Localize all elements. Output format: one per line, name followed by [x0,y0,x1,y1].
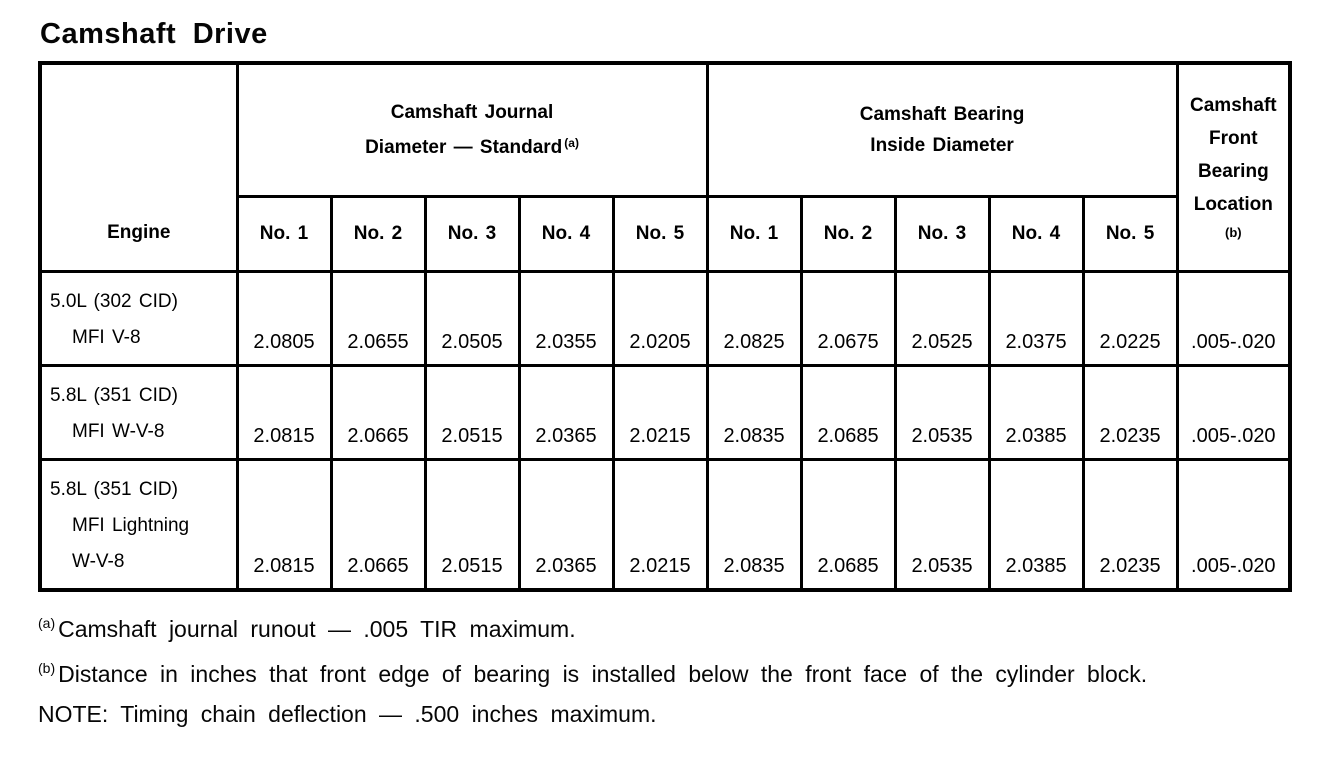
journal-value-cell: 2.0365 [517,457,615,591]
journal-value-cell: 2.0215 [611,363,709,461]
note-line: NOTE: Timing chain deflection — .500 inc… [38,700,657,727]
footnote-a: (a) Camshaft journal runout — .005 TIR ma… [38,604,1314,649]
front-bearing-header-line1: Camshaft [1190,95,1277,117]
footnote-b-ref: (b) [38,659,56,676]
journal-value-cell: 2.0655 [329,269,427,367]
front-bearing-header-line2: Front [1209,128,1258,150]
engine-name-line: MFI V-8 [72,326,141,348]
journal-value-cell: 2.0665 [329,363,427,461]
column-header-journal-no3: No. 3 [423,194,521,273]
footnote-ref-b-marker: (b) [1225,225,1242,241]
bearing-value-cell: 2.0685 [799,457,897,591]
column-header-engine: Engine [38,61,239,273]
group-header-bearing-inside-diameter: Camshaft Bearing Inside Diameter [705,61,1179,198]
bearing-value-cell: 2.0835 [705,457,803,591]
front-bearing-header-line4: Location [1193,194,1273,216]
bearing-value-cell: 2.0685 [799,363,897,461]
journal-value-cell: 2.0815 [235,457,333,591]
column-header-bearing-no1: No. 1 [705,194,803,273]
column-header-bearing-no3: No. 3 [893,194,991,273]
group-header-journal-line2-text: Diameter — Standard [365,136,563,158]
column-header-front-bearing-location: Camshaft Front Bearing Location (b) [1175,61,1292,273]
journal-value-cell: 2.0515 [423,363,521,461]
engine-name-cell: 5.8L (351 CID) MFI W-V-8 [38,363,239,461]
footnote-b: (b) Distance in inches that front edge of… [38,649,1314,694]
table-row-5-0l-302: 5.0L (302 CID) MFI V-8 2.0805 2.0655 2.0… [38,269,1292,367]
group-header-journal-diameter: Camshaft Journal Diameter — Standard (a) [235,61,709,198]
engine-name-cell: 5.0L (302 CID) MFI V-8 [38,269,239,367]
engine-name-cell: 5.8L (351 CID) MFI Lightning W-V-8 [38,457,239,591]
table-header-group-row: Engine Camshaft Journal Diameter — Stand… [38,61,1292,273]
engine-name-line: 5.8L (351 CID) [50,384,178,406]
journal-value-cell: 2.0355 [517,269,615,367]
camshaft-drive-table: Engine Camshaft Journal Diameter — Stand… [38,61,1293,592]
bearing-value-cell: 2.0535 [893,363,991,461]
footnote-b-text: Distance in inches that front edge of be… [58,660,1148,687]
column-header-journal-no4: No. 4 [517,194,615,273]
table-row-5-8l-351: 5.8L (351 CID) MFI W-V-8 2.0815 2.0665 2… [38,363,1292,461]
engine-name-line: MFI Lightning [72,514,190,536]
front-bearing-header-line3: Bearing [1197,161,1269,183]
column-header-journal-no2: No. 2 [329,194,427,273]
column-header-journal-no5: No. 5 [611,194,709,273]
table-row-5-8l-351-lightning: 5.8L (351 CID) MFI Lightning W-V-8 2.081… [38,457,1292,591]
column-header-journal-no1: No. 1 [235,194,333,273]
journal-value-cell: 2.0515 [423,457,521,591]
bearing-value-cell: 2.0385 [987,457,1085,591]
bearing-value-cell: 2.0235 [1081,457,1179,591]
bearing-value-cell: 2.0825 [705,269,803,367]
bearing-value-cell: 2.0535 [893,457,991,591]
footnote-ref-a-marker: (a) [564,135,579,150]
column-header-bearing-no5: No. 5 [1081,194,1179,273]
column-header-bearing-no4: No. 4 [987,194,1085,273]
journal-value-cell: 2.0665 [329,457,427,591]
bearing-value-cell: 2.0525 [893,269,991,367]
front-bearing-location-cell: .005-.020 [1175,457,1292,591]
journal-value-cell: 2.0365 [517,363,615,461]
journal-value-cell: 2.0205 [611,269,709,367]
bearing-value-cell: 2.0675 [799,269,897,367]
page-title: Camshaft Drive [40,18,268,50]
bearing-value-cell: 2.0225 [1081,269,1179,367]
footnotes: (a) Camshaft journal runout — .005 TIR ma… [38,604,1314,734]
journal-value-cell: 2.0215 [611,457,709,591]
engine-name-line: 5.8L (351 CID) [50,478,178,500]
engine-name-line: MFI W-V-8 [72,420,165,442]
bearing-value-cell: 2.0835 [705,363,803,461]
footnote-a-text: Camshaft journal runout — .005 TIR maxim… [58,615,576,642]
group-header-bearing-line2: Inside Diameter [870,134,1014,156]
journal-value-cell: 2.0815 [235,363,333,461]
group-header-bearing-line1: Camshaft Bearing [859,103,1025,125]
journal-value-cell: 2.0505 [423,269,521,367]
engine-name-line: 5.0L (302 CID) [50,290,178,312]
bearing-value-cell: 2.0385 [987,363,1085,461]
bearing-value-cell: 2.0375 [987,269,1085,367]
footnote-a-ref: (a) [38,614,56,631]
column-header-bearing-no2: No. 2 [799,194,897,273]
group-header-journal-line2: Diameter — Standard (a) [239,128,706,163]
bearing-value-cell: 2.0235 [1081,363,1179,461]
front-bearing-location-cell: .005-.020 [1175,363,1292,461]
front-bearing-location-cell: .005-.020 [1175,269,1292,367]
group-header-journal-line1: Camshaft Journal [390,101,554,123]
engine-name-line: W-V-8 [72,550,125,572]
journal-value-cell: 2.0805 [235,269,333,367]
table-subheader-row: No. 1 No. 2 No. 3 No. 4 No. 5 No. 1 No. … [40,194,1290,273]
